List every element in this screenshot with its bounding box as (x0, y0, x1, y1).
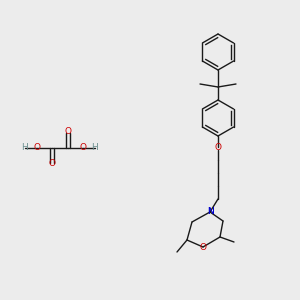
Text: O: O (80, 143, 86, 152)
Text: O: O (34, 143, 40, 152)
Text: O: O (200, 242, 206, 251)
Text: O: O (214, 142, 221, 152)
Text: O: O (49, 160, 56, 169)
Text: O: O (64, 128, 71, 136)
Text: N: N (207, 208, 213, 217)
Text: H: H (92, 143, 98, 152)
Text: N: N (207, 208, 213, 217)
Text: H: H (22, 143, 28, 152)
